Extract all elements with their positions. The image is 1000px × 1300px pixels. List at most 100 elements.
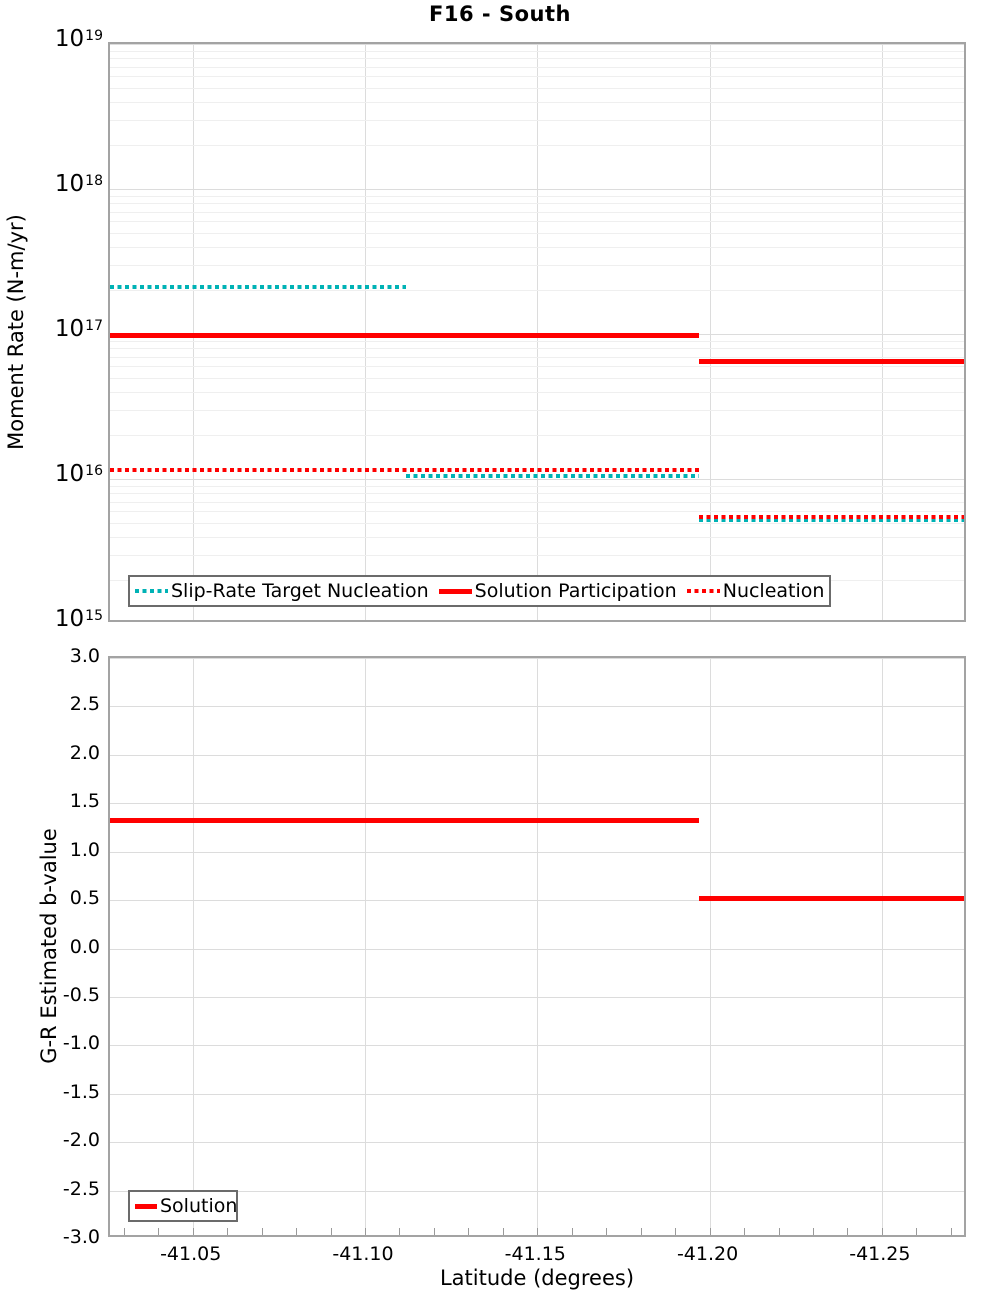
legend-dotted-line-sample (686, 589, 720, 593)
x-minor-tick (950, 1228, 952, 1235)
log-minor-gridline (110, 50, 964, 52)
x-minor-tick (881, 1228, 883, 1235)
vertical-gridline (881, 44, 883, 620)
legend-item-slip-rate-target-nucleation: Slip-Rate Target Nucleation (135, 580, 429, 602)
vertical-gridline (537, 44, 539, 620)
log-minor-gridline (110, 493, 964, 495)
log-minor-gridline (110, 348, 964, 350)
b-value-y-tick-label: 2.0 (69, 741, 100, 764)
vertical-gridline (537, 658, 539, 1235)
log-minor-gridline (110, 536, 964, 538)
b-value-gridline (110, 851, 964, 853)
x-minor-tick (468, 1228, 470, 1235)
x-axis-tick-label: -41.15 (504, 1243, 566, 1265)
series-slip-rate-target-nucleation-segment (406, 473, 700, 478)
x-minor-tick (640, 1228, 642, 1235)
x-minor-tick (227, 1228, 229, 1235)
vertical-gridline (192, 658, 194, 1235)
vertical-gridline (365, 44, 366, 620)
b-value-y-tick-label: -1.0 (62, 1032, 100, 1055)
log-minor-gridline (110, 435, 964, 437)
log-minor-gridline (110, 511, 964, 513)
log-minor-gridline (110, 554, 964, 556)
series-nucleation-segment (699, 514, 964, 519)
log-minor-gridline (110, 58, 964, 60)
b-value-y-tick-label: -2.5 (62, 1177, 100, 1200)
legend-label: Slip-Rate Target Nucleation (171, 580, 429, 602)
vertical-gridline (709, 44, 711, 620)
legend-item-solution-participation: Solution Participation (438, 580, 677, 602)
log-minor-gridline (110, 409, 964, 411)
log-minor-gridline (110, 101, 964, 103)
b-value-y-tick-label: -3.0 (62, 1226, 100, 1248)
b-value-y-tick-label: -1.5 (62, 1080, 100, 1103)
b-value-gridline (110, 1045, 964, 1047)
b-value-y-tick-label: 1.5 (69, 790, 100, 813)
b-value-gridline (110, 1190, 964, 1192)
series-solution-participation-segment (699, 358, 964, 364)
log-major-gridline (110, 479, 964, 480)
legend-item-solution: Solution (135, 1195, 237, 1217)
x-minor-tick (812, 1228, 814, 1235)
x-axis-tick-label: -41.20 (676, 1243, 739, 1265)
x-minor-tick (399, 1228, 401, 1235)
b-value-legend: Solution (128, 1190, 238, 1222)
moment-rate-legend: Slip-Rate Target Nucleation Solution Part… (128, 575, 831, 607)
b-value-gridline (110, 803, 964, 805)
series-solution-segment (110, 818, 700, 824)
log-major-gridline (110, 44, 964, 45)
moment-rate-y-tick-label: 1015 (54, 606, 103, 632)
b-value-gridline (110, 996, 964, 998)
vertical-gridline (192, 44, 194, 620)
log-minor-gridline (110, 203, 964, 205)
b-value-gridline (110, 948, 964, 950)
log-minor-gridline (110, 119, 964, 121)
log-minor-gridline (110, 366, 964, 368)
moment-rate-y-tick-label: 1018 (54, 171, 103, 197)
log-minor-gridline (110, 501, 964, 503)
b-value-y-tick-label: 3.0 (69, 645, 100, 667)
x-minor-tick (123, 1228, 125, 1235)
vertical-gridline (709, 658, 711, 1235)
b-value-gridline (110, 754, 964, 756)
log-minor-gridline (110, 356, 964, 358)
legend-label: Nucleation (722, 580, 825, 602)
series-solution-segment (699, 895, 964, 901)
x-minor-tick (675, 1228, 677, 1235)
log-minor-gridline (110, 485, 964, 487)
log-minor-gridline (110, 221, 964, 223)
series-nucleation-segment (110, 468, 700, 473)
b-value-gridline (110, 1142, 964, 1144)
moment-rate-plot-area (108, 42, 966, 622)
log-minor-gridline (110, 522, 964, 524)
chart-title: F16 - South (429, 2, 571, 26)
moment-rate-y-tick-label: 1019 (54, 26, 103, 52)
legend-label: Solution (160, 1195, 238, 1217)
b-value-gridline (110, 658, 964, 659)
log-minor-gridline (110, 145, 964, 147)
series-solution-participation-segment (110, 332, 700, 338)
log-minor-gridline (110, 76, 964, 78)
b-value-gridline (110, 706, 964, 708)
x-minor-tick (261, 1228, 263, 1235)
legend-label: Solution Participation (474, 580, 677, 602)
log-minor-gridline (110, 87, 964, 89)
log-minor-gridline (110, 246, 964, 248)
log-minor-gridline (110, 340, 964, 342)
x-minor-tick (502, 1228, 504, 1235)
x-minor-tick (606, 1228, 608, 1235)
b-value-y-tick-label: -2.0 (62, 1129, 100, 1152)
log-minor-gridline (110, 66, 964, 68)
b-value-gridline (110, 1093, 964, 1095)
log-minor-gridline (110, 195, 964, 197)
b-value-y-tick-label: -0.5 (62, 983, 100, 1006)
vertical-gridline (881, 658, 883, 1235)
x-minor-tick (296, 1228, 298, 1235)
log-minor-gridline (110, 290, 964, 292)
x-minor-tick (744, 1228, 745, 1235)
x-minor-tick (192, 1228, 194, 1235)
b-value-y-tick-label: 2.5 (69, 693, 100, 716)
log-minor-gridline (110, 391, 964, 393)
x-minor-tick (365, 1228, 366, 1235)
